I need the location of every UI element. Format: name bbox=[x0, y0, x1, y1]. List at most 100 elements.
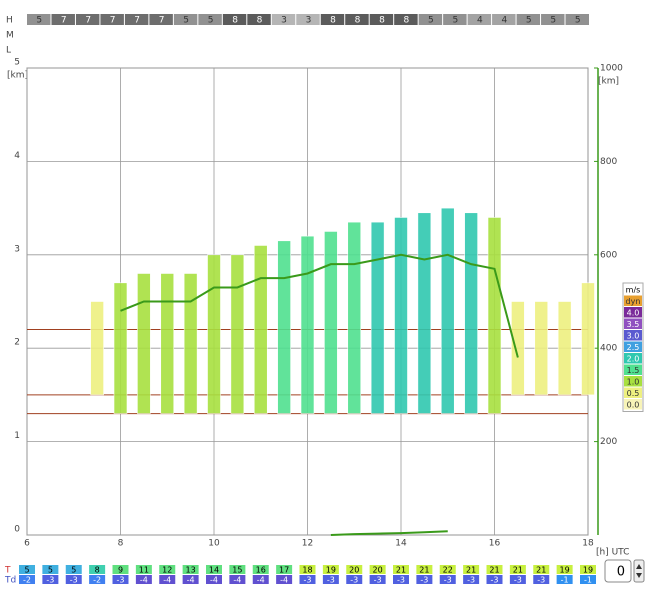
thermal-bar bbox=[534, 301, 549, 396]
y2-tick-label: 600 bbox=[600, 250, 617, 260]
cloud-row-label: L bbox=[6, 46, 11, 56]
spinner-value: 0 bbox=[617, 565, 625, 580]
t-cell bbox=[112, 565, 129, 574]
td-value: -3 bbox=[374, 576, 382, 585]
td-value: -3 bbox=[117, 576, 125, 585]
td-value: -3 bbox=[537, 576, 545, 585]
thermal-bar bbox=[253, 245, 268, 414]
t-value: 5 bbox=[48, 566, 53, 575]
td-cell bbox=[556, 575, 573, 584]
legend-swatch bbox=[624, 330, 642, 341]
td-cell bbox=[322, 575, 339, 584]
t-value: 22 bbox=[443, 566, 453, 575]
t-cell bbox=[299, 565, 316, 574]
cloud-value: 7 bbox=[110, 16, 116, 26]
cloud-value: 8 bbox=[330, 16, 336, 26]
t-value: 21 bbox=[419, 566, 429, 575]
legend-label: 3.5 bbox=[627, 320, 640, 329]
thermal-bar bbox=[370, 221, 385, 414]
thermal-bar bbox=[464, 212, 478, 414]
y2-tick-label: 400 bbox=[600, 344, 617, 354]
x-tick-label: 14 bbox=[395, 539, 407, 549]
t-value: 16 bbox=[256, 566, 266, 575]
td-cell bbox=[509, 575, 526, 584]
t-value: 21 bbox=[513, 566, 523, 575]
t-cell bbox=[556, 565, 573, 574]
legend-label: 0.5 bbox=[627, 389, 640, 398]
legend-label: 4.0 bbox=[627, 308, 640, 317]
t-cell bbox=[135, 565, 152, 574]
t-value: 12 bbox=[162, 566, 172, 575]
t-value: 20 bbox=[373, 566, 383, 575]
t-value: 20 bbox=[349, 566, 359, 575]
cloud-value: 3 bbox=[306, 16, 312, 26]
cloud-cell bbox=[467, 14, 492, 25]
cloud-value: 8 bbox=[257, 16, 263, 26]
cloud-value: 8 bbox=[404, 16, 410, 26]
spinner-box[interactable] bbox=[604, 559, 632, 583]
td-value: -4 bbox=[280, 576, 288, 585]
td-value: -1 bbox=[584, 576, 592, 585]
cloud-cell bbox=[222, 14, 247, 25]
cloud-value: 7 bbox=[61, 16, 67, 26]
thermal-bar bbox=[90, 301, 104, 396]
cloud-value: 5 bbox=[428, 16, 434, 26]
t-cell bbox=[42, 565, 59, 574]
td-cell bbox=[439, 575, 456, 584]
cloud-value: 8 bbox=[379, 16, 385, 26]
legend-label: 2.0 bbox=[627, 354, 640, 363]
spinner-arrows[interactable] bbox=[633, 559, 645, 583]
td-cell bbox=[89, 575, 106, 584]
y-tick-label: 1 bbox=[14, 431, 20, 441]
td-cell bbox=[276, 575, 293, 584]
td-cell bbox=[393, 575, 409, 584]
td-cell bbox=[206, 575, 222, 584]
cloud-value: 5 bbox=[183, 16, 189, 26]
td-value: -3 bbox=[70, 576, 78, 585]
cloud-cell bbox=[320, 14, 345, 25]
td-cell bbox=[299, 575, 316, 584]
y2-tick-label: 200 bbox=[600, 437, 617, 447]
thermal-bar bbox=[511, 301, 525, 396]
td-cell bbox=[229, 575, 246, 584]
t-row-label: T bbox=[4, 566, 11, 576]
t-cell bbox=[393, 565, 409, 574]
cloud-value: 5 bbox=[36, 16, 42, 26]
td-value: -3 bbox=[420, 576, 428, 585]
t-value: 19 bbox=[326, 566, 336, 575]
cloud-row-label: M bbox=[6, 31, 14, 41]
t-cell bbox=[533, 565, 550, 574]
td-value: -3 bbox=[327, 576, 335, 585]
td-value: -4 bbox=[233, 576, 241, 585]
cloud-value: 4 bbox=[477, 16, 483, 26]
legend-swatch bbox=[624, 353, 642, 364]
td-cell bbox=[580, 575, 596, 584]
cloud-value: 5 bbox=[550, 16, 556, 26]
td-value: -3 bbox=[514, 576, 522, 585]
thermal-bar bbox=[487, 217, 502, 414]
thermal-bar bbox=[417, 212, 432, 414]
legend-label: 1.5 bbox=[627, 366, 640, 375]
thermal-bar bbox=[324, 231, 338, 414]
t-cell bbox=[463, 565, 480, 574]
t-cell bbox=[416, 565, 433, 574]
td-cell bbox=[112, 575, 129, 584]
td-value: -4 bbox=[257, 576, 265, 585]
t-value: 17 bbox=[279, 566, 289, 575]
t-value: 13 bbox=[186, 566, 196, 575]
td-cell bbox=[159, 575, 176, 584]
t-cell bbox=[439, 565, 456, 574]
cloud-cell bbox=[149, 14, 173, 25]
thermal-bar bbox=[581, 282, 595, 396]
thermal-bar bbox=[557, 301, 572, 396]
cloud-cell bbox=[247, 14, 271, 25]
td-cell bbox=[135, 575, 152, 584]
td-cell bbox=[346, 575, 363, 584]
cloud-cell bbox=[565, 14, 589, 25]
thermal-bar bbox=[230, 254, 245, 414]
series-line bbox=[330, 530, 448, 536]
td-value: -3 bbox=[397, 576, 405, 585]
x-tick-label: 16 bbox=[489, 539, 501, 549]
td-cell bbox=[19, 575, 35, 584]
